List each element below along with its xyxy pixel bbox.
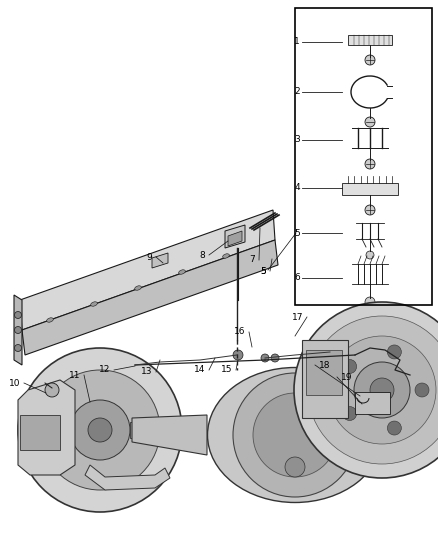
Text: 17: 17 xyxy=(292,312,303,321)
Ellipse shape xyxy=(179,270,185,274)
Circle shape xyxy=(366,251,374,259)
Polygon shape xyxy=(225,225,245,248)
Bar xyxy=(302,340,348,418)
Circle shape xyxy=(365,205,375,215)
Circle shape xyxy=(233,373,357,497)
Text: 15: 15 xyxy=(220,366,232,375)
Text: 5: 5 xyxy=(260,266,266,276)
Text: 16: 16 xyxy=(233,327,245,336)
Circle shape xyxy=(328,336,436,444)
Text: 8: 8 xyxy=(199,251,205,260)
Polygon shape xyxy=(152,253,168,268)
Bar xyxy=(130,422,155,438)
Text: 2: 2 xyxy=(294,87,300,96)
Circle shape xyxy=(233,350,243,360)
Polygon shape xyxy=(228,231,242,246)
Circle shape xyxy=(70,400,130,460)
Ellipse shape xyxy=(46,318,53,322)
Circle shape xyxy=(40,370,160,490)
Polygon shape xyxy=(85,465,170,490)
Text: 5: 5 xyxy=(294,229,300,238)
Circle shape xyxy=(365,55,375,65)
Text: 7: 7 xyxy=(249,255,255,264)
Circle shape xyxy=(365,159,375,169)
Text: 1: 1 xyxy=(294,37,300,46)
Bar xyxy=(295,8,432,305)
Circle shape xyxy=(387,421,401,435)
Circle shape xyxy=(285,457,305,477)
Ellipse shape xyxy=(208,367,382,503)
Ellipse shape xyxy=(223,254,230,258)
Text: 4: 4 xyxy=(294,183,300,192)
Bar xyxy=(355,392,390,414)
Polygon shape xyxy=(20,210,275,330)
Polygon shape xyxy=(14,295,22,365)
Ellipse shape xyxy=(134,286,141,290)
Text: 19: 19 xyxy=(341,373,353,382)
Circle shape xyxy=(261,354,269,362)
Ellipse shape xyxy=(91,302,97,306)
Text: 12: 12 xyxy=(99,366,110,375)
Circle shape xyxy=(343,359,357,374)
Circle shape xyxy=(343,407,357,421)
Text: 5: 5 xyxy=(260,266,266,276)
Polygon shape xyxy=(22,240,278,355)
Circle shape xyxy=(415,383,429,397)
Text: 3: 3 xyxy=(294,135,300,144)
Circle shape xyxy=(45,383,59,397)
Circle shape xyxy=(294,302,438,478)
Circle shape xyxy=(14,327,21,334)
Circle shape xyxy=(387,345,401,359)
Text: 14: 14 xyxy=(194,366,205,375)
Text: 13: 13 xyxy=(141,367,152,376)
Polygon shape xyxy=(132,415,207,455)
Bar xyxy=(342,183,398,195)
Text: 18: 18 xyxy=(319,360,331,369)
Circle shape xyxy=(308,316,438,464)
Bar xyxy=(20,415,60,450)
Circle shape xyxy=(14,344,21,351)
Circle shape xyxy=(253,393,337,477)
Circle shape xyxy=(271,354,279,362)
Circle shape xyxy=(365,117,375,127)
Text: 9: 9 xyxy=(146,253,152,262)
Circle shape xyxy=(354,362,410,418)
Text: 11: 11 xyxy=(68,370,80,379)
Bar xyxy=(348,35,392,45)
Circle shape xyxy=(14,311,21,319)
Text: 6: 6 xyxy=(294,273,300,282)
Polygon shape xyxy=(18,380,75,475)
Circle shape xyxy=(88,418,112,442)
Circle shape xyxy=(365,297,375,307)
Bar xyxy=(306,350,342,395)
Circle shape xyxy=(370,378,394,402)
Circle shape xyxy=(18,348,182,512)
Text: 10: 10 xyxy=(8,378,20,387)
Polygon shape xyxy=(352,378,383,450)
